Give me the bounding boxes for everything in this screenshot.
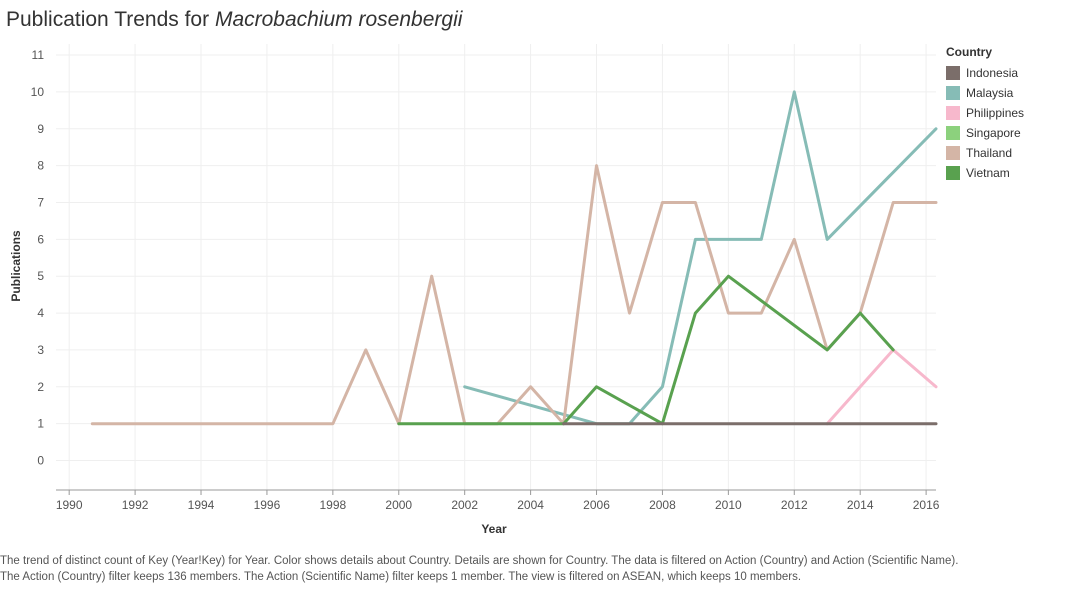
x-axis-label: Year bbox=[481, 522, 507, 536]
legend-swatch bbox=[946, 126, 960, 140]
x-tick-label: 2006 bbox=[583, 498, 610, 512]
y-tick-label: 0 bbox=[37, 454, 44, 468]
legend-label: Philippines bbox=[966, 106, 1025, 120]
legend-item-indonesia[interactable]: Indonesia bbox=[946, 63, 1076, 83]
series-line-thailand[interactable] bbox=[90, 164, 938, 426]
legend-label: Vietnam bbox=[966, 166, 1010, 180]
x-tick-label: 2014 bbox=[847, 498, 874, 512]
series-lines bbox=[90, 90, 938, 426]
series-line-malaysia[interactable] bbox=[463, 90, 938, 426]
line-chart: 0 1 2 3 4 5 6 7 8 9 10 11 1990 1992 1994 1996 1998 2000 20… bbox=[9, 44, 940, 536]
legend-label: Malaysia bbox=[966, 86, 1014, 100]
caption-text: The trend of distinct count of Key (Year… bbox=[0, 555, 959, 583]
legend-title: Country bbox=[946, 45, 992, 59]
legend-items: Indonesia Malaysia Philippines Singapore Tha… bbox=[946, 63, 1076, 183]
x-tick-label: 1994 bbox=[188, 498, 215, 512]
legend-swatch bbox=[946, 86, 960, 100]
legend-label: Singapore bbox=[966, 126, 1021, 140]
title-prefix: Publication Trends for bbox=[6, 8, 215, 31]
x-tick-label: 2008 bbox=[649, 498, 676, 512]
x-tick-label: 2000 bbox=[385, 498, 412, 512]
legend-item-malaysia[interactable]: Malaysia bbox=[946, 83, 1076, 103]
y-tick-label: 2 bbox=[37, 380, 44, 394]
legend-swatch bbox=[946, 106, 960, 120]
y-tick-label: 11 bbox=[32, 48, 45, 62]
axes: 0 1 2 3 4 5 6 7 8 9 10 11 1990 1992 1994 1996 1998 2000 20… bbox=[31, 48, 940, 512]
title-species: Macrobachium rosenbergii bbox=[214, 8, 463, 31]
y-tick-label: 3 bbox=[37, 343, 44, 357]
x-tick-label: 2002 bbox=[451, 498, 478, 512]
legend-item-philippines[interactable]: Philippines bbox=[946, 103, 1076, 123]
legend: Country Indonesia Malaysia Philippines Sing… bbox=[946, 45, 1076, 183]
x-tick-label: 1998 bbox=[320, 498, 347, 512]
legend-item-singapore[interactable]: Singapore bbox=[946, 123, 1076, 143]
legend-swatch bbox=[946, 166, 960, 180]
y-tick-label: 6 bbox=[37, 232, 44, 246]
series-line-vietnam[interactable] bbox=[397, 274, 895, 426]
y-axis-label: Publications bbox=[9, 230, 23, 302]
x-tick-label: 2012 bbox=[781, 498, 808, 512]
legend-label: Thailand bbox=[966, 146, 1013, 160]
y-tick-label: 4 bbox=[37, 306, 44, 320]
chart-title: Publication Trends for Macrobachium rose… bbox=[6, 8, 462, 32]
legend-swatch bbox=[946, 146, 960, 160]
y-tick-label: 5 bbox=[37, 269, 44, 283]
legend-item-thailand[interactable]: Thailand bbox=[946, 143, 1076, 163]
legend-swatch bbox=[946, 66, 960, 80]
x-tick-label: 1996 bbox=[254, 498, 281, 512]
x-tick-label: 2010 bbox=[715, 498, 742, 512]
y-tick-label: 7 bbox=[37, 195, 44, 209]
y-tick-label: 1 bbox=[37, 417, 44, 431]
x-tick-label: 1990 bbox=[56, 498, 83, 512]
x-tick-label: 2004 bbox=[517, 498, 544, 512]
legend-label: Indonesia bbox=[966, 66, 1019, 80]
y-tick-label: 8 bbox=[37, 159, 44, 173]
y-tick-label: 10 bbox=[31, 85, 45, 99]
y-tick-label: 9 bbox=[37, 122, 44, 136]
x-tick-label: 1992 bbox=[122, 498, 149, 512]
x-tick-label: 2016 bbox=[913, 498, 940, 512]
legend-item-vietnam[interactable]: Vietnam bbox=[946, 163, 1076, 183]
